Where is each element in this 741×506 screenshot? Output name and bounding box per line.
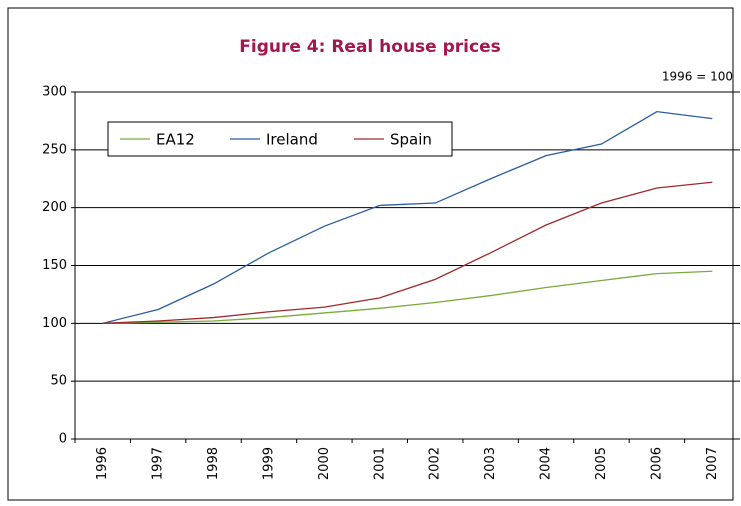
y-tick-label: 50 bbox=[50, 374, 67, 389]
x-tick-label: 2007 bbox=[705, 447, 720, 480]
legend-box bbox=[107, 121, 453, 157]
x-tick-label: 2000 bbox=[317, 447, 332, 480]
y-tick-label: 0 bbox=[59, 432, 67, 447]
y-tick-label: 250 bbox=[42, 142, 67, 157]
x-tick-label: 1996 bbox=[95, 447, 110, 480]
series-line bbox=[102, 181, 713, 324]
x-tick-label: 2004 bbox=[539, 447, 554, 480]
legend-label: Ireland bbox=[266, 131, 318, 149]
annotation: 1996 = 100 bbox=[662, 70, 733, 84]
frame bbox=[7, 7, 734, 501]
series-line bbox=[102, 270, 713, 324]
x-tick-label: 2001 bbox=[372, 447, 387, 480]
chart-title: Figure 4: Real house prices bbox=[239, 37, 500, 57]
legend-label: Spain bbox=[390, 131, 432, 149]
x-tick-label: 1998 bbox=[206, 447, 221, 480]
y-tick-label: 150 bbox=[42, 258, 67, 273]
x-tick-label: 2003 bbox=[483, 447, 498, 480]
legend-label: EA12 bbox=[156, 131, 195, 149]
x-tick-label: 2006 bbox=[649, 447, 664, 480]
y-tick-label: 100 bbox=[42, 316, 67, 331]
y-tick-label: 200 bbox=[42, 200, 67, 215]
x-tick-label: 2005 bbox=[594, 447, 609, 480]
x-tick-label: 1997 bbox=[151, 447, 166, 480]
y-tick-label: 300 bbox=[42, 85, 67, 100]
series-line bbox=[102, 110, 713, 324]
x-tick-label: 2002 bbox=[428, 447, 443, 480]
x-tick-label: 1999 bbox=[261, 447, 276, 480]
